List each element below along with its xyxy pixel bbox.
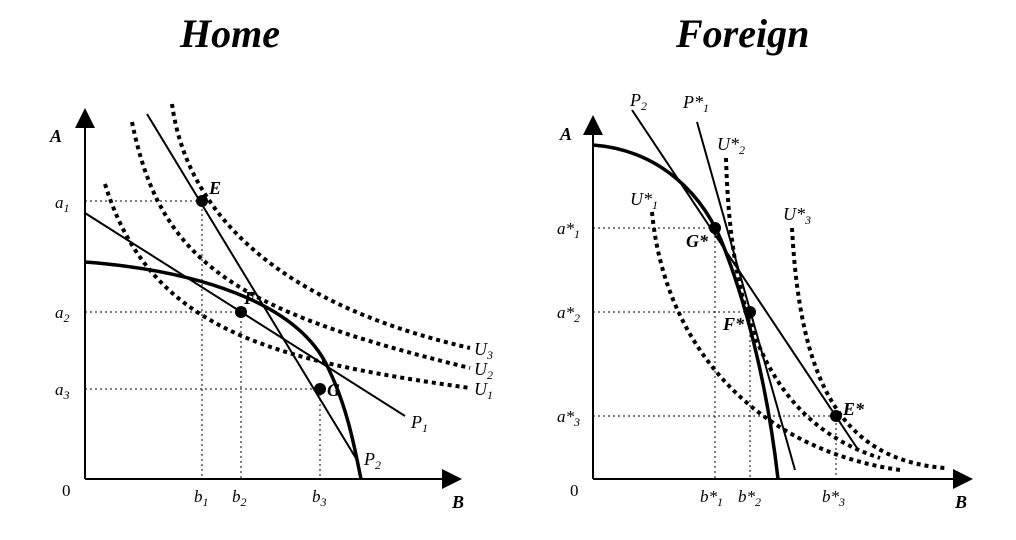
home-tick-b2: b2 <box>232 487 247 509</box>
foreign-guide-g <box>593 227 716 479</box>
home-title: Home <box>180 11 280 56</box>
home-point-e <box>196 195 208 207</box>
foreign-label-p1: P*1 <box>682 92 709 115</box>
foreign-tick-b1: b*1 <box>700 487 723 509</box>
home-label-p2: P2 <box>363 449 381 472</box>
home-label-u2: U2 <box>474 359 493 382</box>
foreign-label-u2: U*2 <box>717 134 745 157</box>
home-label-f: F <box>243 288 256 308</box>
home-tick-b1: b1 <box>194 487 209 509</box>
home-label-p1: P1 <box>410 412 428 435</box>
foreign-label-g: G* <box>686 231 709 251</box>
home-ppf-curve <box>84 260 363 480</box>
home-point-g <box>314 383 326 395</box>
foreign-tick-b3: b*3 <box>822 487 845 509</box>
home-tick-b3: b3 <box>312 487 327 509</box>
foreign-point-f <box>744 306 756 318</box>
foreign-origin-label: 0 <box>570 481 579 500</box>
home-panel: A B 0 a1 a2 a3 b1 b2 b3 E F G P1 P2 <box>49 103 493 512</box>
home-tick-a2: a2 <box>55 303 70 325</box>
home-label-e: E <box>208 178 221 198</box>
home-guide-f <box>85 311 242 479</box>
home-label-u3: U3 <box>474 339 493 362</box>
foreign-point-g <box>709 222 721 234</box>
home-label-g: G <box>327 380 340 400</box>
foreign-tick-b2: b*2 <box>738 487 761 509</box>
home-indifference-u3 <box>170 103 471 350</box>
foreign-x-axis-label: B <box>954 492 967 512</box>
home-price-line-p2 <box>146 113 358 461</box>
foreign-price-line-p1 <box>696 121 796 471</box>
foreign-guide-e <box>593 415 837 479</box>
foreign-panel: A B 0 a*1 a*2 a*3 b*1 b*2 b*3 G* F* E* P… <box>557 90 973 512</box>
foreign-guide-f <box>593 311 751 479</box>
foreign-tick-a2: a*2 <box>557 303 580 325</box>
foreign-label-e: E* <box>842 399 865 419</box>
home-guide-e <box>85 200 203 479</box>
foreign-indifference-u2 <box>724 157 881 460</box>
foreign-indifference-u3 <box>790 227 946 470</box>
foreign-label-f: F* <box>722 314 745 334</box>
foreign-price-line-p2 <box>631 109 858 449</box>
home-point-f <box>235 306 247 318</box>
foreign-label-u3: U*3 <box>783 204 811 227</box>
home-tick-a1: a1 <box>55 193 70 215</box>
foreign-y-axis-label: A <box>559 124 572 144</box>
foreign-label-p2: P2 <box>629 90 647 113</box>
foreign-title: Foreign <box>676 11 810 56</box>
foreign-indifference-u1 <box>650 211 901 472</box>
home-tick-a3: a3 <box>55 380 70 402</box>
foreign-point-e <box>830 410 842 422</box>
home-origin-label: 0 <box>62 481 71 500</box>
home-label-u1: U1 <box>474 379 493 402</box>
foreign-tick-a3: a*3 <box>557 407 580 429</box>
home-x-axis-label: B <box>451 492 464 512</box>
home-y-axis-label: A <box>49 126 62 146</box>
foreign-tick-a1: a*1 <box>557 219 580 241</box>
home-indifference-u1 <box>103 183 471 390</box>
foreign-label-u1: U*1 <box>630 189 658 212</box>
